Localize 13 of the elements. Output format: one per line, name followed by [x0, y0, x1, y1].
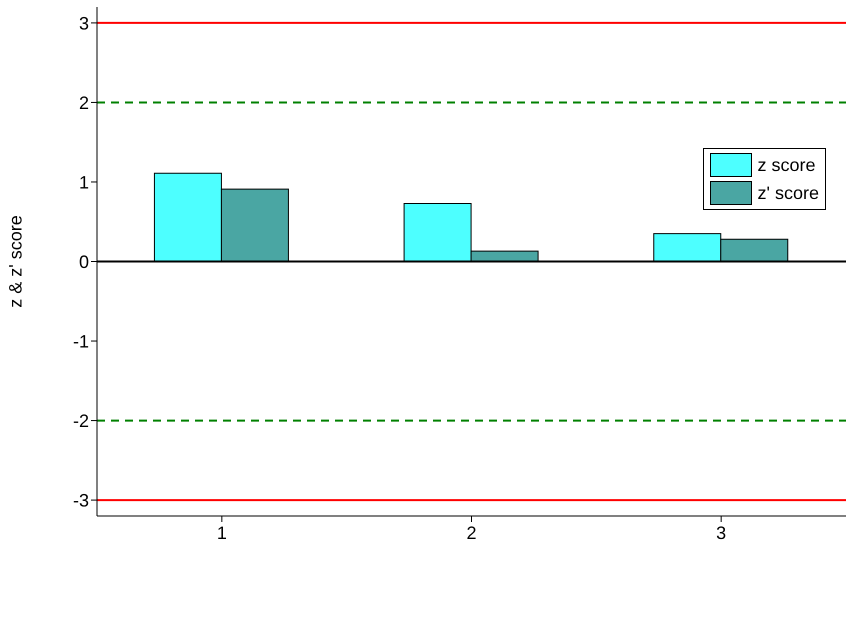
- y-tick-label: -1: [72, 331, 89, 352]
- x-tick-label: 3: [716, 522, 726, 543]
- legend-label: z' score: [758, 182, 819, 204]
- y-tick-label: 2: [78, 92, 89, 113]
- y-tick-label: 1: [78, 172, 89, 192]
- y-tick-label: -2: [72, 410, 89, 431]
- y-tick-label: 3: [78, 13, 89, 34]
- x-tick-label: 1: [216, 522, 227, 543]
- legend-label: z score: [758, 154, 816, 176]
- y-axis-title: z & z' score: [5, 215, 26, 308]
- y-tick-label: 0: [78, 252, 89, 272]
- y-tick-label: -3: [72, 490, 89, 510]
- x-tick-label: 2: [466, 522, 477, 543]
